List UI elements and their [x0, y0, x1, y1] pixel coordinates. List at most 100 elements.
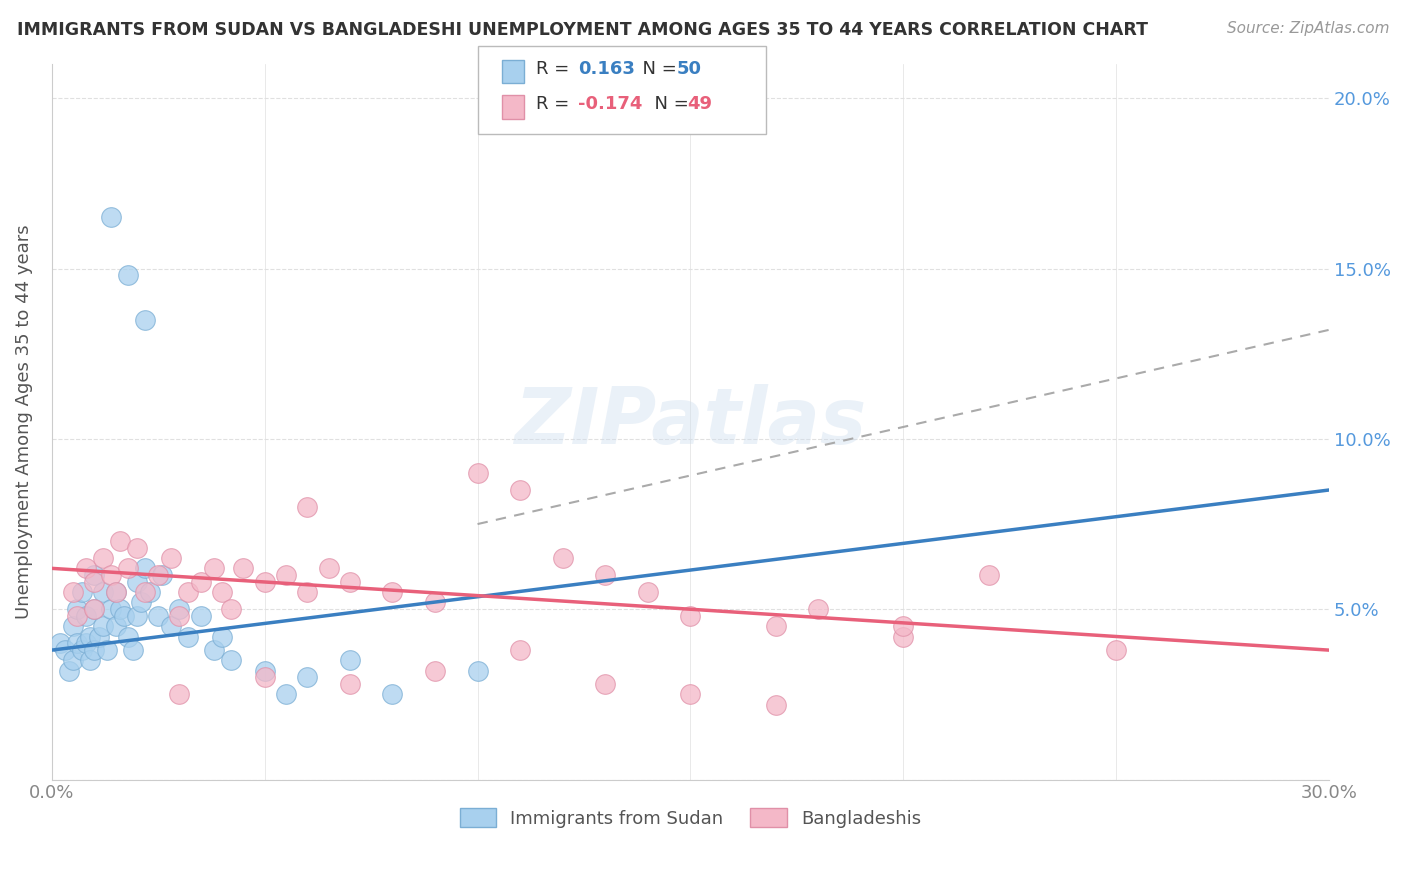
- Point: [765, 698, 787, 712]
- Point: [108, 602, 131, 616]
- Point: [765, 619, 787, 633]
- Point: [70, 585, 93, 599]
- Point: [148, 609, 170, 624]
- Point: [79, 630, 101, 644]
- Point: [297, 500, 319, 514]
- Text: -0.174: -0.174: [578, 95, 643, 113]
- Point: [253, 670, 276, 684]
- Point: [1105, 643, 1128, 657]
- Point: [83, 643, 105, 657]
- Point: [66, 636, 89, 650]
- Point: [91, 585, 114, 599]
- Point: [75, 561, 97, 575]
- Text: IMMIGRANTS FROM SUDAN VS BANGLADESHI UNEMPLOYMENT AMONG AGES 35 TO 44 YEARS CORR: IMMIGRANTS FROM SUDAN VS BANGLADESHI UNE…: [17, 21, 1147, 39]
- Point: [297, 670, 319, 684]
- Point: [117, 268, 139, 283]
- Point: [91, 551, 114, 566]
- Point: [169, 609, 191, 624]
- Point: [129, 595, 152, 609]
- Point: [339, 677, 361, 691]
- Point: [467, 466, 489, 480]
- Text: R =: R =: [536, 60, 575, 78]
- Point: [211, 585, 233, 599]
- Point: [66, 609, 89, 624]
- Point: [637, 585, 659, 599]
- Point: [117, 630, 139, 644]
- Point: [339, 653, 361, 667]
- Point: [138, 585, 160, 599]
- Point: [117, 561, 139, 575]
- Point: [100, 211, 122, 225]
- Point: [121, 643, 143, 657]
- Point: [177, 585, 200, 599]
- Point: [96, 643, 118, 657]
- Point: [58, 664, 80, 678]
- Point: [381, 585, 404, 599]
- Text: Source: ZipAtlas.com: Source: ZipAtlas.com: [1226, 21, 1389, 37]
- Point: [49, 636, 72, 650]
- Point: [152, 568, 174, 582]
- Point: [134, 561, 156, 575]
- Text: N =: N =: [631, 60, 683, 78]
- Y-axis label: Unemployment Among Ages 35 to 44 years: Unemployment Among Ages 35 to 44 years: [15, 225, 32, 619]
- Point: [219, 602, 242, 616]
- Point: [125, 574, 148, 589]
- Point: [104, 585, 127, 599]
- Point: [202, 643, 225, 657]
- Point: [595, 677, 617, 691]
- Point: [87, 630, 110, 644]
- Point: [274, 568, 297, 582]
- Point: [160, 551, 183, 566]
- Point: [169, 688, 191, 702]
- Point: [62, 619, 84, 633]
- Point: [83, 568, 105, 582]
- Point: [100, 568, 122, 582]
- Point: [253, 664, 276, 678]
- Point: [509, 643, 531, 657]
- Text: R =: R =: [536, 95, 575, 113]
- Point: [891, 619, 914, 633]
- Point: [125, 609, 148, 624]
- Text: 49: 49: [688, 95, 713, 113]
- Point: [79, 653, 101, 667]
- Point: [75, 609, 97, 624]
- Point: [148, 568, 170, 582]
- Point: [595, 568, 617, 582]
- Point: [70, 643, 93, 657]
- Point: [423, 595, 446, 609]
- Point: [679, 609, 702, 624]
- Point: [423, 664, 446, 678]
- Point: [467, 664, 489, 678]
- Point: [190, 574, 212, 589]
- Point: [190, 609, 212, 624]
- Point: [83, 602, 105, 616]
- Point: [66, 602, 89, 616]
- Point: [219, 653, 242, 667]
- Text: N =: N =: [643, 95, 695, 113]
- Point: [100, 602, 122, 616]
- Point: [75, 636, 97, 650]
- Text: 50: 50: [676, 60, 702, 78]
- Point: [91, 619, 114, 633]
- Point: [62, 653, 84, 667]
- Text: 0.163: 0.163: [578, 60, 634, 78]
- Point: [134, 585, 156, 599]
- Point: [177, 630, 200, 644]
- Point: [134, 312, 156, 326]
- Text: ZIPatlas: ZIPatlas: [515, 384, 866, 460]
- Point: [104, 585, 127, 599]
- Point: [202, 561, 225, 575]
- Legend: Immigrants from Sudan, Bangladeshis: Immigrants from Sudan, Bangladeshis: [453, 801, 928, 835]
- Point: [108, 534, 131, 549]
- Point: [125, 541, 148, 555]
- Point: [807, 602, 830, 616]
- Point: [679, 688, 702, 702]
- Point: [232, 561, 254, 575]
- Point: [297, 585, 319, 599]
- Point: [83, 602, 105, 616]
- Point: [169, 602, 191, 616]
- Point: [62, 585, 84, 599]
- Point: [211, 630, 233, 644]
- Point: [551, 551, 574, 566]
- Point: [53, 643, 76, 657]
